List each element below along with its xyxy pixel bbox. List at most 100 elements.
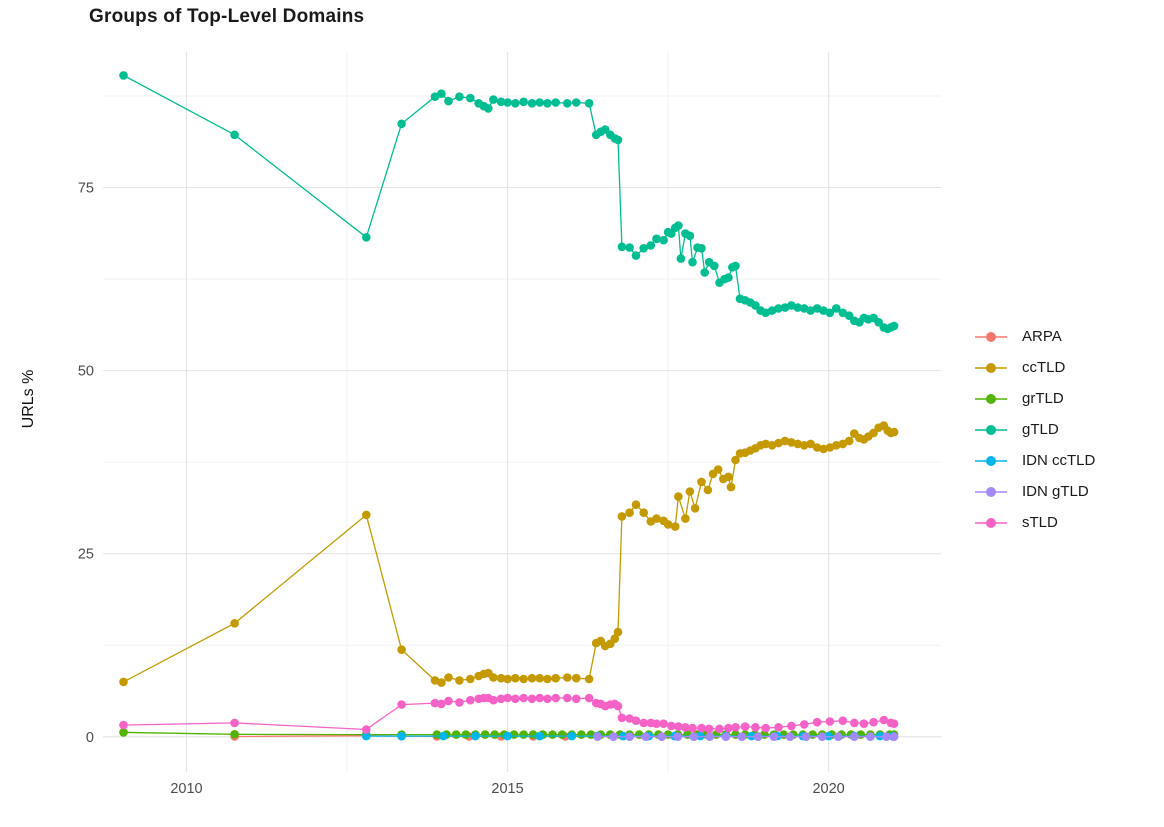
- data-point-stld: [697, 723, 706, 733]
- data-point-cctld: [119, 677, 128, 687]
- data-point-stld: [704, 724, 714, 734]
- data-point-idn-gtld: [593, 732, 602, 741]
- data-point-grtld: [490, 730, 500, 739]
- data-point-cctld: [697, 477, 706, 487]
- data-point-idn-cctld: [362, 731, 371, 741]
- data-point-cctld: [535, 673, 544, 683]
- data-point-cctld: [838, 439, 848, 449]
- data-point-stld: [859, 719, 869, 728]
- data-point-cctld: [690, 504, 700, 513]
- data-point-gtld: [625, 243, 634, 252]
- data-point-stld: [362, 725, 371, 734]
- data-point-gtld: [484, 104, 493, 113]
- data-point-stld: [652, 719, 661, 728]
- data-point-idn-gtld: [737, 732, 747, 741]
- data-point-gtld: [519, 97, 528, 107]
- data-point-stld: [444, 696, 453, 706]
- data-point-stld: [511, 694, 520, 704]
- data-point-stld: [466, 695, 475, 705]
- data-point-cctld: [527, 673, 537, 683]
- data-point-stld: [667, 721, 676, 731]
- chart-title: Groups of Top-Level Domains: [89, 6, 365, 27]
- data-point-stld: [787, 721, 796, 731]
- data-point-idn-gtld: [785, 732, 795, 741]
- data-point-cctld: [584, 674, 594, 684]
- data-point-stld: [535, 693, 544, 703]
- data-point-gtld: [832, 304, 841, 313]
- data-point-gtld: [455, 92, 464, 101]
- data-point-stld: [437, 699, 446, 709]
- legend-label: IDN ccTLD: [1022, 452, 1096, 469]
- y-tick-label: 50: [78, 364, 94, 380]
- data-point-gtld: [774, 304, 783, 313]
- data-point-idn-gtld: [609, 732, 618, 741]
- data-point-stld: [659, 719, 668, 728]
- data-point-stld: [879, 715, 889, 725]
- data-point-cctld: [832, 441, 841, 450]
- data-point-cctld: [670, 522, 680, 531]
- data-point-cctld: [610, 634, 620, 643]
- y-tick-label: 75: [78, 181, 94, 197]
- y-tick-label: 0: [86, 730, 94, 746]
- data-point-stld: [724, 723, 733, 733]
- data-point-grtld: [519, 730, 528, 739]
- data-point-cctld: [726, 482, 736, 492]
- data-point-gtld: [496, 97, 506, 107]
- data-point-stld: [503, 693, 512, 703]
- data-point-idn-cctld: [535, 731, 544, 741]
- data-point-cctld: [617, 512, 627, 521]
- legend-item-stld: sTLD: [974, 507, 1095, 538]
- data-point-cctld: [437, 678, 446, 687]
- data-point-gtld: [572, 98, 581, 107]
- data-point-idn-gtld: [753, 732, 763, 741]
- data-point-idn-gtld: [641, 732, 650, 741]
- data-point-idn-gtld: [817, 732, 827, 741]
- data-point-stld: [838, 716, 848, 725]
- data-point-cctld: [563, 673, 572, 682]
- data-point-idn-gtld: [705, 732, 715, 741]
- data-point-stld: [119, 720, 128, 730]
- data-point-grtld: [480, 730, 490, 739]
- data-point-idn-gtld: [834, 732, 843, 741]
- data-point-gtld: [731, 261, 740, 271]
- legend-item-grtld: grTLD: [974, 383, 1095, 414]
- data-point-gtld: [676, 254, 686, 263]
- legend-key-icon: [975, 517, 1007, 528]
- data-point-stld: [731, 723, 740, 732]
- data-point-stld: [572, 694, 581, 704]
- data-point-grtld: [119, 728, 128, 737]
- data-point-stld: [674, 722, 683, 731]
- data-point-stld: [812, 717, 822, 727]
- data-point-stld: [715, 724, 724, 734]
- data-point-idn-gtld: [657, 732, 666, 741]
- data-point-gtld: [444, 96, 453, 106]
- data-point-grtld: [557, 730, 567, 739]
- data-point-cctld: [844, 436, 854, 446]
- data-point-stld: [397, 700, 406, 709]
- data-point-stld: [799, 720, 809, 729]
- data-point-cctld: [652, 514, 661, 523]
- data-point-cctld: [230, 619, 239, 628]
- data-point-idn-gtld: [689, 732, 699, 741]
- legend: ARPA ccTLD grTLD gTLD IDN ccTLD IDN gTLD sTLD: [974, 321, 1095, 538]
- data-point-gtld: [466, 93, 475, 103]
- data-point-gtld: [489, 95, 498, 104]
- data-point-stld: [613, 701, 623, 711]
- data-point-gtld: [613, 135, 623, 145]
- data-point-stld: [230, 718, 239, 728]
- legend-key-icon: [975, 424, 1007, 435]
- data-point-cctld: [503, 674, 512, 684]
- data-point-stld: [584, 693, 594, 703]
- legend-item-gtld: gTLD: [974, 414, 1095, 445]
- data-point-stld: [496, 694, 506, 704]
- data-point-gtld: [806, 306, 815, 315]
- legend-item-idn-gtld: IDN gTLD: [974, 476, 1095, 507]
- data-point-cctld: [625, 508, 634, 517]
- data-point-gtld: [889, 321, 899, 331]
- data-point-cctld: [889, 427, 899, 437]
- data-point-cctld: [466, 674, 475, 684]
- data-point-cctld: [731, 455, 740, 465]
- data-point-gtld: [700, 268, 709, 277]
- legend-label: sTLD: [1022, 514, 1058, 531]
